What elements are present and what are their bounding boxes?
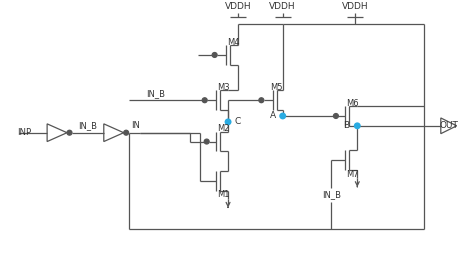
Text: IN: IN	[131, 121, 140, 130]
Text: INP: INP	[17, 128, 31, 137]
Text: IN_B: IN_B	[146, 89, 165, 98]
Text: IN_B: IN_B	[78, 121, 97, 130]
Circle shape	[202, 98, 207, 103]
Text: VDDH: VDDH	[269, 2, 296, 11]
Text: B: B	[343, 121, 349, 130]
Text: IN_B: IN_B	[322, 190, 341, 199]
Circle shape	[259, 98, 264, 103]
Text: M6: M6	[346, 99, 359, 108]
Circle shape	[354, 122, 361, 129]
Circle shape	[212, 53, 217, 57]
Text: M7: M7	[346, 170, 359, 179]
Text: M4: M4	[227, 38, 239, 47]
Text: OUT: OUT	[439, 121, 458, 130]
Text: VDDH: VDDH	[342, 2, 369, 11]
Text: M3: M3	[217, 83, 230, 92]
Text: M5: M5	[270, 83, 283, 92]
Text: VDDH: VDDH	[225, 2, 251, 11]
Circle shape	[333, 114, 338, 118]
Text: M2: M2	[217, 124, 229, 133]
Circle shape	[67, 130, 72, 135]
Text: A: A	[270, 112, 276, 120]
Circle shape	[279, 113, 286, 119]
Text: C: C	[234, 117, 240, 127]
Text: M1: M1	[217, 190, 229, 199]
Circle shape	[225, 118, 231, 125]
Circle shape	[204, 139, 209, 144]
Circle shape	[124, 130, 128, 135]
